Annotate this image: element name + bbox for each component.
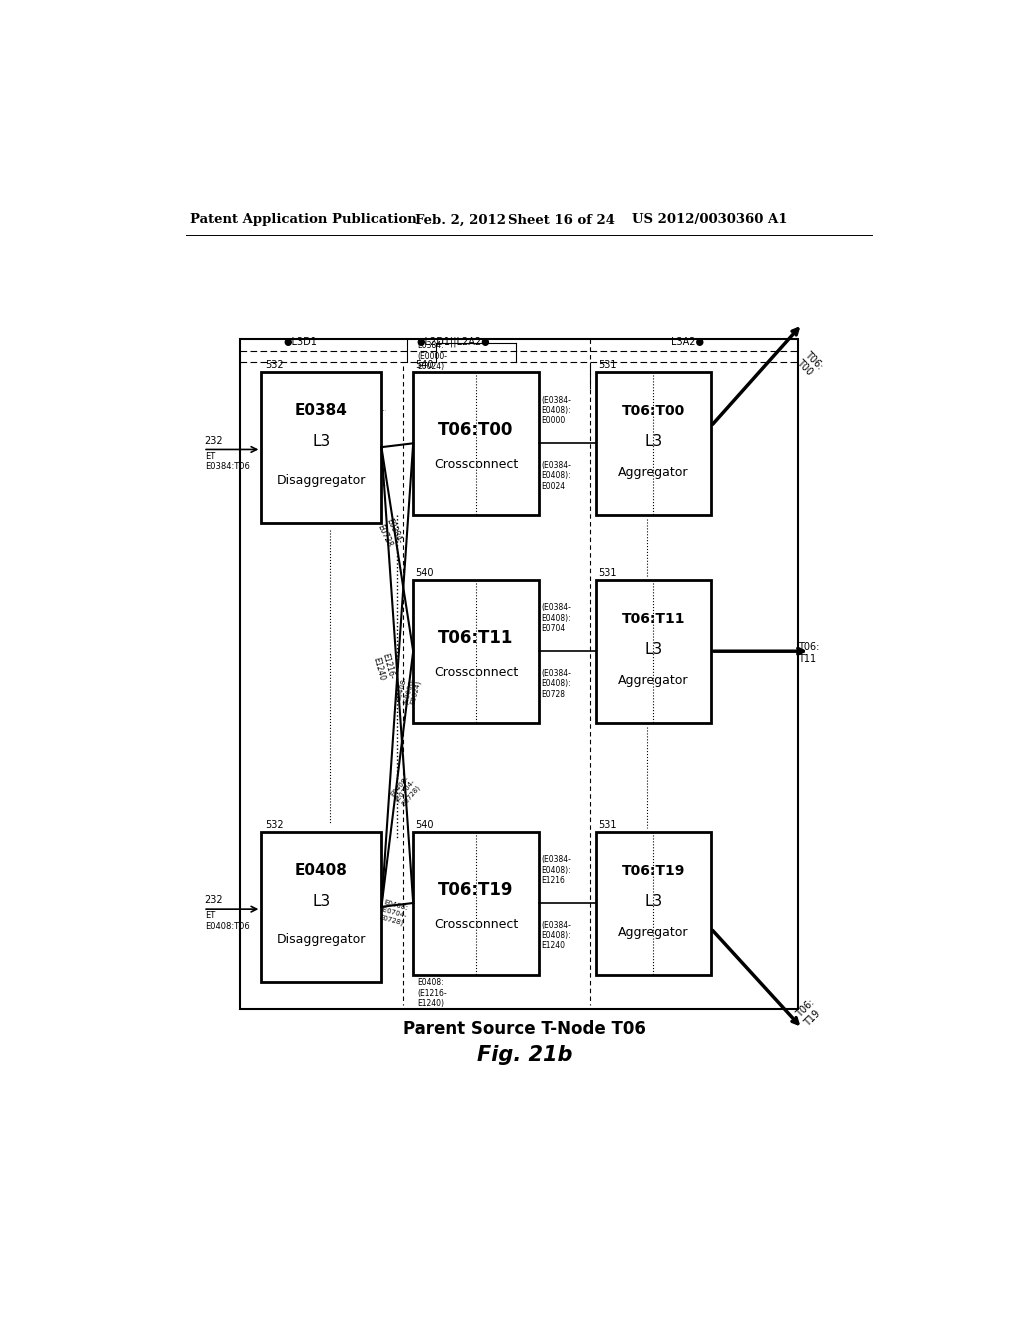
Text: ET
E0408:T06: ET E0408:T06 [205, 911, 250, 931]
Text: Crossconnect: Crossconnect [434, 917, 518, 931]
Text: Disaggregator: Disaggregator [276, 933, 366, 946]
Bar [261, 832, 381, 982]
Text: 540: 540 [416, 568, 434, 578]
Text: Feb. 2, 2012: Feb. 2, 2012 [415, 214, 506, 227]
Text: E0408-
(E0000-
E0024): E0408- (E0000- E0024) [395, 675, 423, 706]
Text: Aggregator: Aggregator [618, 466, 689, 479]
Text: Aggregator: Aggregator [618, 675, 689, 686]
Text: 531: 531 [598, 360, 616, 370]
Text: L3A2●: L3A2● [671, 337, 703, 347]
Text: L3: L3 [644, 642, 663, 657]
Text: E1216-
E1240: E1216- E1240 [371, 652, 396, 682]
Text: E0408:
(E0704-
E0728): E0408: (E0704- E0728) [378, 899, 410, 927]
Text: 532: 532 [265, 820, 284, 830]
Text: E0384:
(E0000-
E0024): E0384: (E0000- E0024) [417, 341, 447, 371]
Text: Fig. 21b: Fig. 21b [477, 1045, 572, 1065]
Text: T06:
T19: T06: T19 [795, 998, 825, 1028]
Text: T06:
T00: T06: T00 [795, 350, 825, 380]
Text: US 2012/0030360 A1: US 2012/0030360 A1 [632, 214, 787, 227]
Text: ET
E0384:T06: ET E0384:T06 [205, 451, 250, 471]
Text: L3: L3 [644, 894, 663, 909]
Text: T06:T19: T06:T19 [622, 863, 685, 878]
Text: 232: 232 [205, 895, 223, 906]
Bar [596, 372, 711, 515]
Text: 232: 232 [205, 436, 223, 446]
Text: Patent Application Publication: Patent Application Publication [190, 214, 417, 227]
Text: (E0384-
E0408):
E1240: (E0384- E0408): E1240 [541, 921, 571, 950]
Text: Disaggregator: Disaggregator [276, 474, 366, 487]
Text: ●L3D1: ●L3D1 [283, 337, 316, 347]
Text: E0384-
E0728: E0384- E0728 [375, 517, 404, 550]
Text: Aggregator: Aggregator [618, 925, 689, 939]
Text: (E0384-
E0408):
E0728: (E0384- E0408): E0728 [541, 669, 571, 698]
Text: E0408: E0408 [295, 863, 348, 878]
Text: T06:T00: T06:T00 [438, 421, 514, 440]
Text: E0408-
(E0704-
E0728): E0408- (E0704- E0728) [388, 774, 422, 808]
Text: 540: 540 [416, 820, 434, 830]
Text: ●L2D1||L2A2●: ●L2D1||L2A2● [417, 337, 490, 347]
Bar [596, 581, 711, 723]
Text: Parent Source T-Node T06: Parent Source T-Node T06 [403, 1019, 646, 1038]
Bar [414, 581, 539, 723]
Text: (E0384-
E0408):
E0024: (E0384- E0408): E0024 [541, 461, 571, 491]
Text: T06:T19: T06:T19 [438, 880, 514, 899]
Text: L3: L3 [644, 434, 663, 449]
Text: T06:
T11: T06: T11 [799, 642, 820, 664]
Bar [414, 372, 539, 515]
Text: L3: L3 [312, 434, 331, 449]
Text: T06:T11: T06:T11 [622, 612, 685, 626]
Text: E0384: E0384 [295, 404, 348, 418]
Bar [414, 832, 539, 974]
Text: Crossconnect: Crossconnect [434, 667, 518, 680]
Text: E0408:
(E1216-
E1240): E0408: (E1216- E1240) [417, 978, 446, 1008]
Bar [596, 832, 711, 974]
Text: T06:T11: T06:T11 [438, 630, 514, 647]
Text: Sheet 16 of 24: Sheet 16 of 24 [508, 214, 614, 227]
Bar [261, 372, 381, 523]
Text: (E0384-
E0408):
E1216: (E0384- E0408): E1216 [541, 855, 571, 884]
Text: (E0384-
E0408):
E0704: (E0384- E0408): E0704 [541, 603, 571, 634]
Text: 531: 531 [598, 820, 616, 830]
Text: Crossconnect: Crossconnect [434, 458, 518, 471]
Text: T06:T00: T06:T00 [622, 404, 685, 418]
Text: (E0384-
E0408):
E0000: (E0384- E0408): E0000 [541, 396, 571, 425]
Text: 540: 540 [416, 360, 434, 370]
Bar [241, 339, 799, 1010]
Text: L3: L3 [312, 894, 331, 909]
Text: 531: 531 [598, 568, 616, 578]
Text: 532: 532 [265, 360, 284, 370]
